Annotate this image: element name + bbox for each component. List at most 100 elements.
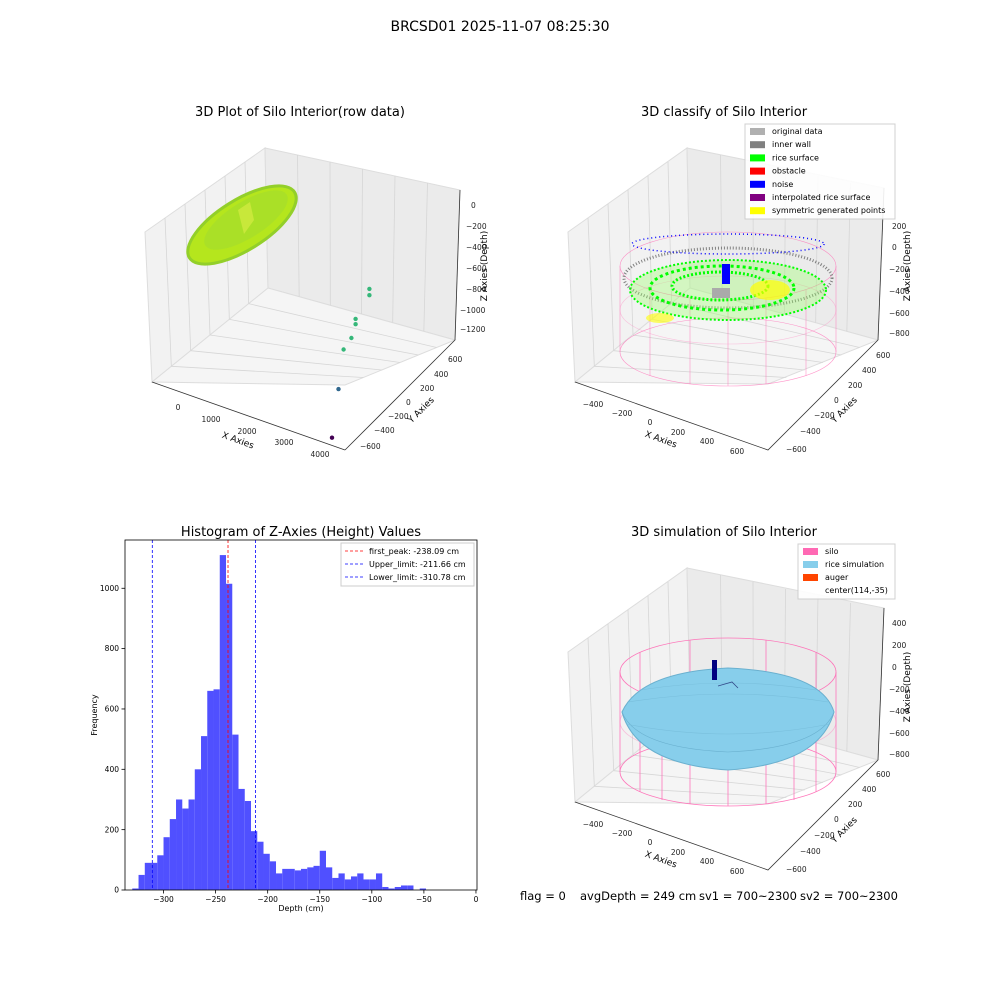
legend-label: interpolated rice surface	[772, 193, 870, 202]
p1-outlier-point	[336, 386, 341, 392]
histogram-bar	[219, 555, 227, 890]
legend-swatch	[750, 128, 765, 135]
legend-swatch	[750, 141, 765, 149]
y-tick-label: 200	[105, 825, 120, 834]
histogram-bar	[375, 873, 383, 890]
p4-ytick-6: −600	[786, 865, 807, 874]
histogram-bar	[282, 868, 289, 890]
histogram-bar	[276, 873, 283, 890]
legend-label: Lower_limit: -310.78 cm	[369, 573, 466, 582]
p2-ytick-4: −200	[814, 411, 835, 420]
x-tick-label: −150	[309, 895, 330, 904]
histogram-bar	[388, 888, 395, 890]
histogram-bar	[157, 855, 164, 890]
panel-2-noise	[631, 233, 825, 284]
x-tick-label: −250	[205, 895, 226, 904]
p4-ztick-4: −400	[889, 707, 910, 716]
y-tick-label: 800	[105, 644, 120, 653]
legend-label: obstacle	[772, 167, 806, 176]
histogram-bar	[169, 819, 177, 890]
histogram-bar	[400, 885, 408, 890]
p4-ytick-4: −200	[814, 831, 835, 840]
p2-xtick-4: 400	[700, 437, 715, 446]
p4-ztick-3: −200	[889, 685, 910, 694]
p4-xtick-5: 600	[730, 867, 745, 876]
panel-4-title: 3D simulation of Silo Interior	[631, 525, 818, 540]
p1-ytick-0: 600	[448, 355, 463, 364]
panel-2-title: 3D classify of Silo Interior	[641, 105, 808, 120]
panel-simulation: 3D simulation of Silo Interior	[567, 525, 913, 876]
p4-xtick-4: 400	[700, 857, 715, 866]
panel-histogram: Histogram of Z-Axies (Height) Values −30…	[90, 525, 479, 913]
p1-ytick-5: −400	[374, 426, 395, 435]
p1-ztick-6: −1200	[460, 325, 486, 334]
p2-ztick-2: −200	[889, 265, 910, 274]
legend-label: silo	[825, 547, 839, 556]
p2-zlabel: Z Axies (Depth)	[903, 231, 913, 302]
p4-xtick-1: −200	[612, 829, 633, 838]
p2-ztick-4: −600	[889, 309, 910, 318]
p2-ztick-3: −400	[889, 287, 910, 296]
p4-ztick-0: 400	[892, 619, 907, 628]
p2-xtick-3: 200	[671, 428, 686, 437]
legend-label: original data	[772, 127, 823, 136]
p4-ytick-2: 200	[848, 800, 863, 809]
p4-ytick-1: 400	[862, 785, 877, 794]
histogram-bar	[307, 867, 314, 890]
histogram-bar	[151, 862, 158, 890]
histogram-bar	[357, 873, 364, 890]
p1-ztick-4: −800	[466, 285, 487, 294]
p1-ytick-4: −200	[388, 412, 409, 421]
y-tick-label: 600	[105, 705, 120, 714]
panel-classify: 3D classify of Silo Interior	[567, 105, 913, 456]
histogram-bar	[313, 865, 320, 890]
legend-label: Upper_limit: -211.66 cm	[369, 560, 466, 569]
histogram-bar	[363, 879, 370, 890]
histogram-ylabel: Frequency	[90, 694, 99, 736]
histogram-bar	[207, 690, 214, 890]
p1-outlier-point	[367, 293, 372, 298]
x-tick-label: −100	[362, 895, 383, 904]
y-tick-label: 400	[105, 765, 120, 774]
panel-4-legend: silo rice simulation auger center(114,-35)	[797, 543, 896, 600]
histogram-bar	[407, 885, 414, 890]
p1-ztick-2: −400	[466, 243, 487, 252]
p1-ytick-3: 0	[406, 398, 411, 407]
p4-ztick-5: −600	[889, 729, 910, 738]
p1-zlabel: Z Axies (Depth)	[480, 231, 490, 302]
p2-xtick-0: −400	[583, 400, 604, 409]
p1-ztick-0: 0	[471, 201, 476, 210]
histogram-bar	[332, 877, 339, 890]
legend-swatch	[750, 180, 765, 188]
histogram-reference-lines	[151, 540, 256, 890]
p2-ytick-0: 600	[876, 351, 891, 360]
histogram-bar	[294, 870, 301, 890]
y-tick-label: 0	[114, 886, 119, 895]
histogram-bar	[369, 879, 376, 890]
panel-4-rice-simulation	[621, 667, 835, 771]
y-tick-label: 1000	[100, 584, 119, 593]
p4-ytick-5: −400	[800, 847, 821, 856]
p1-xtick-4: 4000	[310, 450, 329, 459]
p1-xtick-2: 2000	[237, 427, 256, 436]
p1-ytick-6: −600	[360, 442, 381, 451]
p2-ytick-3: 0	[834, 396, 839, 405]
figure-suptitle: BRCSD01 2025-11-07 08:25:30	[390, 19, 609, 35]
histogram-bar	[338, 873, 345, 890]
p4-ytick-0: 600	[876, 770, 891, 779]
p2-xtick-1: −200	[612, 409, 633, 418]
histogram-bar	[301, 868, 308, 890]
histogram-bar	[226, 583, 233, 890]
legend-swatch	[750, 167, 765, 175]
p2-ztick-5: −800	[889, 329, 910, 338]
p1-ztick-1: −200	[466, 222, 487, 231]
legend-label: auger	[825, 573, 849, 582]
histogram-bar	[232, 734, 239, 890]
histogram-x-ticks: −300 −250 −200 −150 −100 −50 0	[153, 890, 479, 904]
status-sv1: sv1 = 700~2300	[699, 889, 797, 903]
legend-swatch	[803, 561, 818, 568]
histogram-bar	[382, 886, 389, 890]
legend-label: center(114,-35)	[825, 586, 888, 595]
histogram-bar	[350, 876, 358, 890]
panel-1-rice-points	[186, 184, 298, 266]
